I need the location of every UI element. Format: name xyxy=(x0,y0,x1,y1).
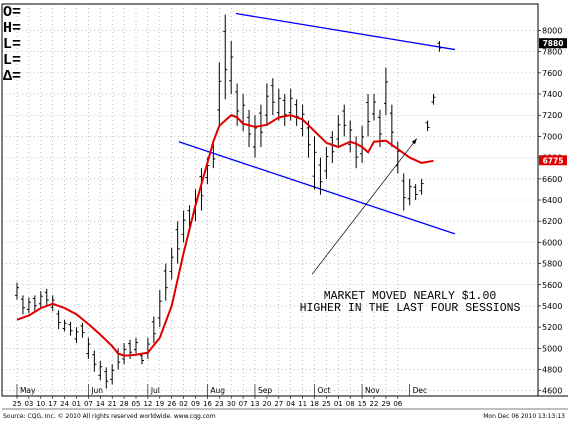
x-tick-label: 07 xyxy=(84,400,93,408)
x-tick-label: 29 xyxy=(381,400,390,408)
y-tick-label: 5400 xyxy=(542,302,562,311)
x-tick-label: 19 xyxy=(155,400,164,408)
x-tick-label: 04 xyxy=(286,400,295,408)
upper-channel-line xyxy=(235,12,456,51)
month-label: May xyxy=(20,386,36,395)
ohlc-label: Δ= xyxy=(3,68,21,85)
y-tick-label: 5600 xyxy=(542,281,562,290)
x-tick-label: 08 xyxy=(346,400,355,408)
x-tick-label: 28 xyxy=(120,400,129,408)
y-tick-label: 5800 xyxy=(542,260,562,269)
x-tick-label: 23 xyxy=(215,400,224,408)
month-label: Nov xyxy=(365,386,380,395)
x-tick-label: 17 xyxy=(48,400,57,408)
annotation-arrowhead xyxy=(411,138,417,145)
x-axis: 25 03 10 17 24 01 07 14 21 28 05 12 19 26 02 09 16 23 30 07… xyxy=(13,384,428,408)
x-tick-label: 27 xyxy=(274,400,283,408)
x-tick-label: 24 xyxy=(60,400,69,408)
x-tick-label: 11 xyxy=(298,400,307,408)
y-tick-label: 6600 xyxy=(542,175,562,184)
x-tick-label: 30 xyxy=(227,400,236,408)
x-tick-label: 01 xyxy=(72,400,81,408)
x-tick-label: 02 xyxy=(179,400,188,408)
y-tick-label: 4600 xyxy=(542,387,562,396)
last-price-tag xyxy=(539,38,567,49)
x-tick-label: 10 xyxy=(36,400,45,408)
y-tick-label: 6400 xyxy=(542,196,562,205)
x-tick-label: 16 xyxy=(203,400,212,408)
x-tick-label: 12 xyxy=(143,400,152,408)
ohlc-readout: O=H=L=L=Δ= xyxy=(3,4,21,85)
annotation-text: HIGHER IN THE LAST FOUR SESSIONS xyxy=(300,302,521,315)
y-tick-label: 7200 xyxy=(542,111,562,120)
x-tick-label: 20 xyxy=(262,400,271,408)
annotation-arrow xyxy=(311,138,418,275)
y-tick-label: 6000 xyxy=(542,238,562,247)
x-tick-label: 07 xyxy=(239,400,248,408)
x-tick-label: 25 xyxy=(13,400,22,408)
x-tick-label: 13 xyxy=(251,400,260,408)
ohlc-label: L= xyxy=(3,36,21,53)
month-label: Dec xyxy=(413,386,428,395)
month-label: Oct xyxy=(317,386,330,395)
footer-source: Source: CQG, Inc. © 2010 All rights rese… xyxy=(3,413,216,420)
y-tick-label: 6200 xyxy=(542,217,562,226)
y-tick-label: 7600 xyxy=(542,69,562,78)
ohlc-label: O= xyxy=(3,4,21,21)
moving-average-tag-label: 6775 xyxy=(543,156,564,165)
month-label: Jun xyxy=(90,386,103,395)
moving-average-line xyxy=(16,114,434,357)
x-tick-label: 18 xyxy=(310,400,319,408)
y-tick-label: 5000 xyxy=(542,344,562,353)
moving-average-tag xyxy=(539,155,567,166)
lower-channel-line xyxy=(178,141,456,235)
x-tick-label: 21 xyxy=(108,400,117,408)
x-tick-label: 26 xyxy=(167,400,176,408)
y-tick-label: 8000 xyxy=(542,26,562,35)
y-tick-label: 4800 xyxy=(542,366,562,375)
y-tick-label: 7800 xyxy=(542,48,562,57)
price-tags: 7880 6775 xyxy=(539,38,567,166)
x-tick-label: 14 xyxy=(96,400,105,408)
y-tick-label: 7000 xyxy=(542,132,562,141)
ohlc-label: H= xyxy=(3,20,21,37)
last-price-tag-label: 7880 xyxy=(543,39,564,48)
x-tick-label: 09 xyxy=(191,400,200,408)
ohlc-label: L= xyxy=(3,52,21,69)
x-tick-label: 01 xyxy=(334,400,343,408)
x-tick-label: 03 xyxy=(24,400,33,408)
trend-lines xyxy=(178,12,456,235)
y-tick-label: 7400 xyxy=(542,90,562,99)
month-label: Aug xyxy=(210,386,225,395)
x-tick-label: 22 xyxy=(370,400,379,408)
month-label: Jul xyxy=(150,386,160,395)
price-bars xyxy=(15,14,442,389)
y-tick-label: 5200 xyxy=(542,323,562,332)
annotation-text: MARKET MOVED NEARLY $1.00 xyxy=(324,290,497,303)
x-tick-label: 15 xyxy=(358,400,367,408)
x-tick-label: 06 xyxy=(393,400,402,408)
x-tick-label: 05 xyxy=(132,400,141,408)
footer-timestamp: Mon Dec 06 2010 13:13:13 xyxy=(483,413,565,420)
month-label: Sep xyxy=(258,386,272,395)
x-tick-label: 25 xyxy=(322,400,331,408)
